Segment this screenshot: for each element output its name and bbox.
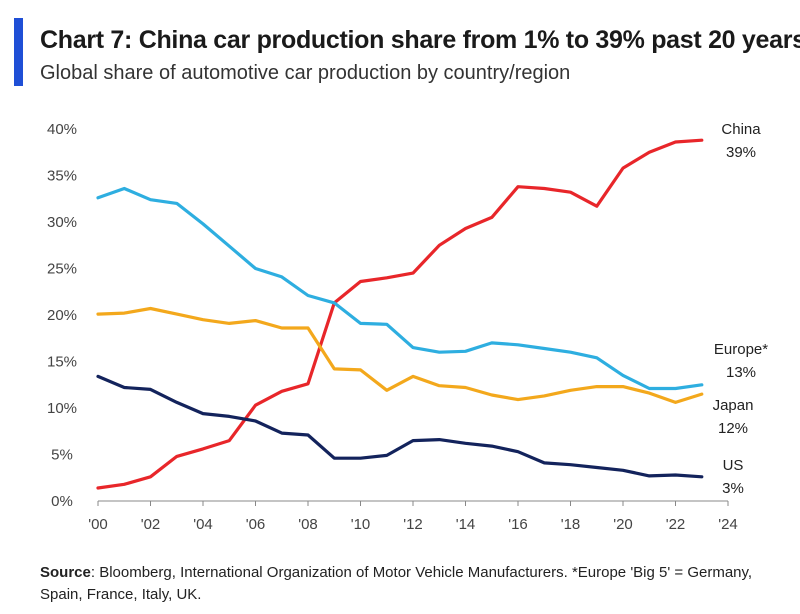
x-tick-label: '18 <box>561 516 581 533</box>
chart-title: Chart 7: China car production share from… <box>40 26 800 54</box>
x-tick-label: '06 <box>246 516 266 533</box>
x-tick-label: '22 <box>666 516 686 533</box>
series-name-label-japan: Japan <box>713 397 754 414</box>
x-tick-label: '16 <box>508 516 528 533</box>
x-tick-label: '02 <box>141 516 161 533</box>
series-line-china <box>96 138 704 490</box>
chart-subtitle: Global share of automotive car productio… <box>40 62 571 84</box>
y-tick-label: 25% <box>47 261 77 278</box>
series-layer <box>96 138 704 490</box>
y-tick-label: 40% <box>47 121 77 138</box>
y-tick-label: 10% <box>47 400 77 417</box>
x-tick-label: '20 <box>613 516 633 533</box>
series-name-label-us: US <box>723 457 744 474</box>
labels-layer: China 39% Europe* 13% Japan 12% US 3% <box>713 121 769 497</box>
series-value-label-japan: 12% <box>718 420 748 437</box>
x-tick-label: '10 <box>351 516 371 533</box>
source-note: Source: Bloomberg, International Organiz… <box>40 562 780 606</box>
series-value-label-china: 39% <box>726 144 756 161</box>
line-chart: 0% 5% 10% 15% 20% 25% 30% 35% 40% '00 '02 '04 '06 '08… <box>0 100 800 540</box>
x-tick-label: '24 <box>718 516 738 533</box>
source-label: Source <box>40 564 91 581</box>
y-tick-label: 30% <box>47 214 77 231</box>
series-name-label-china: China <box>721 121 761 138</box>
series-value-label-europe: 13% <box>726 364 756 381</box>
x-tick-label: '08 <box>298 516 318 533</box>
x-tick-label: '14 <box>456 516 476 533</box>
series-line-europe <box>96 186 704 391</box>
chart-svg: 0% 5% 10% 15% 20% 25% 30% 35% 40% '00 '02 '04 '06 '08… <box>47 121 769 533</box>
x-tick-label: '00 <box>88 516 108 533</box>
y-tick-label: 35% <box>47 168 77 185</box>
series-name-label-europe: Europe* <box>714 341 768 358</box>
y-tick-label: 20% <box>47 307 77 324</box>
source-text: : Bloomberg, International Organization … <box>40 564 753 603</box>
y-tick-label: 0% <box>51 493 73 510</box>
series-line-japan <box>96 306 704 404</box>
y-tick-label: 15% <box>47 354 77 371</box>
axes-layer: 0% 5% 10% 15% 20% 25% 30% 35% 40% '00 '02 '04 '06 '08… <box>47 121 738 533</box>
x-tick-label: '04 <box>193 516 213 533</box>
series-line-us <box>96 374 704 479</box>
title-accent-bar <box>14 18 23 86</box>
series-value-label-us: 3% <box>722 480 744 497</box>
x-tick-label: '12 <box>403 516 423 533</box>
y-tick-label: 5% <box>51 447 73 464</box>
